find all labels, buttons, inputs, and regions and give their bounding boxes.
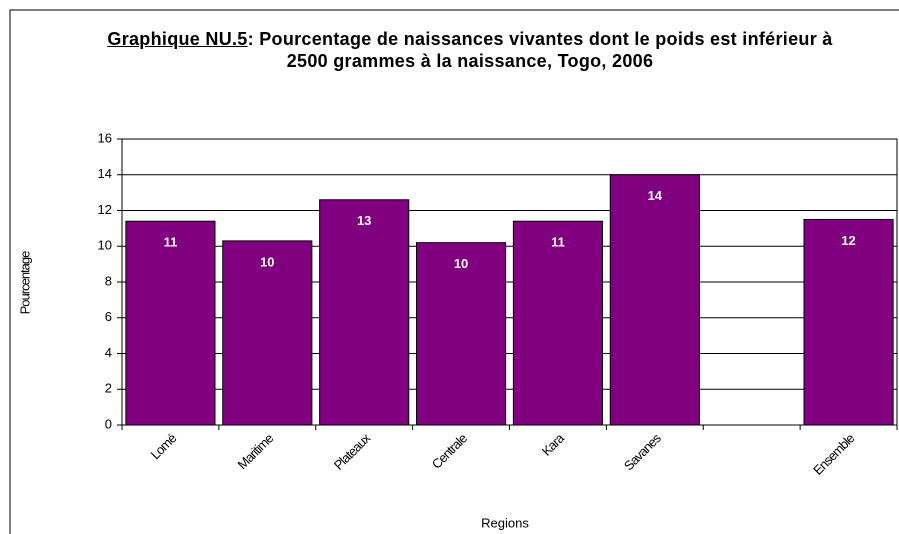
bar bbox=[125, 220, 216, 426]
y-tick-label: 12 bbox=[98, 202, 112, 217]
y-tick-label: 0 bbox=[105, 416, 112, 431]
value-label: 14 bbox=[648, 188, 663, 203]
value-label: 13 bbox=[357, 213, 371, 228]
value-label: 11 bbox=[164, 235, 178, 250]
value-label: 10 bbox=[454, 256, 468, 271]
y-tick-label: 8 bbox=[105, 273, 112, 288]
y-tick-label: 16 bbox=[98, 130, 112, 145]
chart-title: Graphique NU.5: Pourcentage de naissance… bbox=[100, 28, 840, 72]
bar bbox=[416, 242, 507, 426]
y-tick-label: 10 bbox=[98, 238, 112, 253]
y-tick-label: 2 bbox=[105, 381, 112, 396]
bar bbox=[222, 240, 313, 426]
y-tick-label: 6 bbox=[105, 309, 112, 324]
value-label: 12 bbox=[841, 233, 855, 248]
title-prefix: Graphique NU.5 bbox=[107, 29, 248, 49]
bar bbox=[803, 218, 894, 426]
y-tick-label: 4 bbox=[105, 345, 112, 360]
bar bbox=[512, 220, 603, 426]
x-axis-label: Regions bbox=[481, 515, 529, 530]
bar bbox=[319, 199, 410, 426]
y-axis-label: Pourcentage bbox=[17, 251, 32, 314]
value-label: 11 bbox=[551, 235, 565, 250]
value-label: 10 bbox=[260, 254, 274, 269]
y-tick-label: 14 bbox=[98, 166, 112, 181]
title-text: : Pourcentage de naissances vivantes don… bbox=[247, 29, 833, 71]
bar bbox=[609, 174, 700, 426]
